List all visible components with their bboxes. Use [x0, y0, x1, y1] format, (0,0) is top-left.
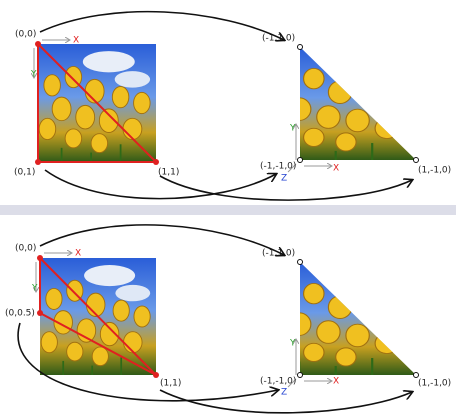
- axis-label: Y: [30, 70, 37, 80]
- axis-label: X: [333, 164, 339, 174]
- diagram: (0,0) X Y (0,1) (1,1) (-1,1,0) (-1,-1,0)…: [0, 0, 456, 420]
- corner-label: (0,0.5): [5, 309, 35, 319]
- corner-label: (1,1): [160, 379, 181, 389]
- axis-label: Z: [281, 388, 287, 398]
- axis-label: X: [73, 36, 79, 46]
- axis-label: X: [333, 377, 339, 387]
- corner-label: (1,-1,0): [418, 379, 451, 389]
- axis-label: Z: [281, 174, 287, 184]
- corner-label: (-1,-1,0): [260, 377, 296, 387]
- axis-label: Y: [289, 339, 296, 349]
- axis-label: Y: [289, 124, 296, 134]
- corner-label: (-1,1,0): [262, 34, 295, 44]
- corner-label: (0,0): [15, 30, 36, 40]
- corner-label: (1,-1,0): [418, 166, 451, 176]
- corner-label: (-1,1,0): [262, 249, 295, 259]
- axis-label: Y: [31, 284, 38, 294]
- corner-label: (0,1): [14, 168, 35, 178]
- axis-label: X: [75, 249, 81, 259]
- corner-label: (0,0): [15, 244, 36, 254]
- corner-label: (-1,-1,0): [260, 162, 296, 172]
